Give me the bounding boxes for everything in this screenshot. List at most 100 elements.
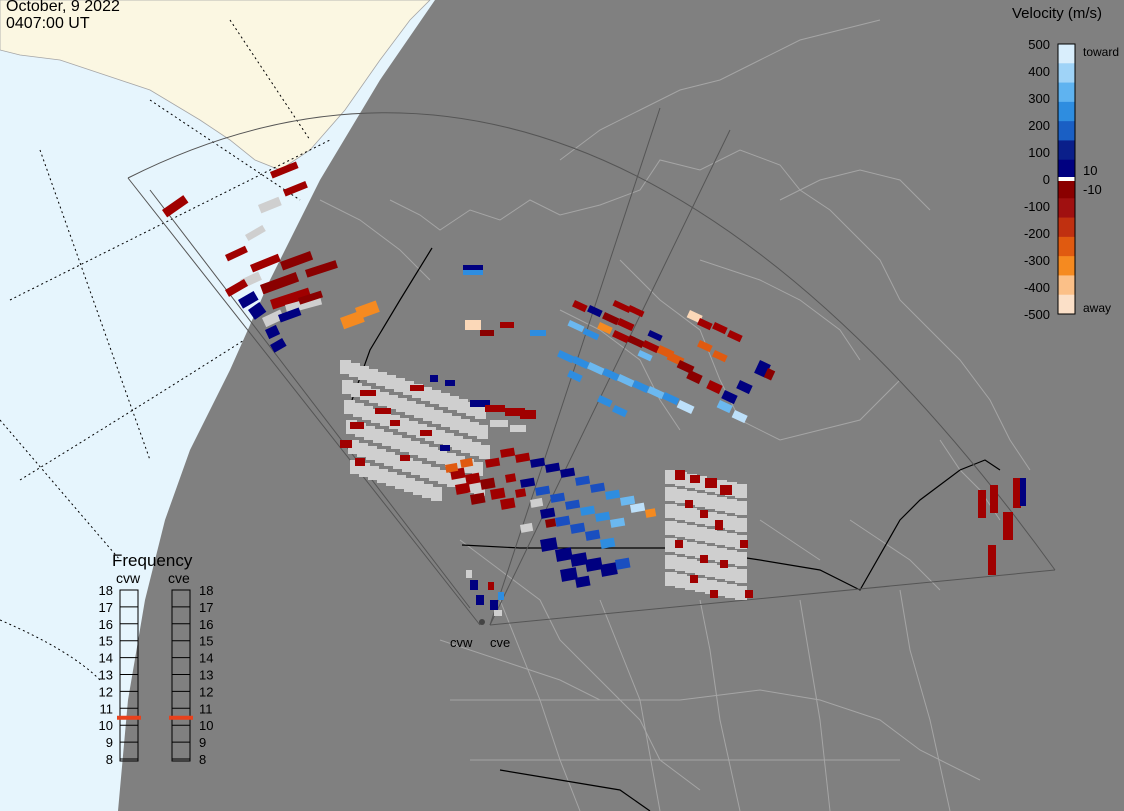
radar-cell bbox=[429, 467, 440, 481]
radar-cell bbox=[570, 552, 588, 567]
radar-cell bbox=[500, 322, 514, 328]
radar-cell bbox=[662, 391, 680, 406]
radar-cell bbox=[736, 380, 753, 395]
radar-cell bbox=[376, 372, 387, 386]
radar-cell bbox=[530, 497, 544, 508]
radar-cell bbox=[472, 462, 483, 476]
radar-cell bbox=[342, 380, 353, 394]
frequency-scale-label: 16 bbox=[199, 617, 213, 632]
radar-cell bbox=[685, 500, 693, 508]
colorbar-segment bbox=[1058, 294, 1075, 315]
radar-cell bbox=[665, 504, 677, 518]
colorbar-tick-label: -500 bbox=[1024, 307, 1050, 322]
radar-cell bbox=[280, 251, 314, 271]
radar-cell bbox=[735, 501, 747, 515]
radar-cell bbox=[627, 334, 645, 349]
radar-cell bbox=[470, 580, 478, 590]
radar-cell bbox=[410, 385, 424, 391]
radar-cell bbox=[1020, 478, 1026, 506]
radar-cell bbox=[464, 472, 481, 485]
radar-cell bbox=[475, 405, 486, 419]
radar-cell bbox=[436, 450, 447, 464]
radar-cell bbox=[715, 531, 727, 545]
radar-cell bbox=[161, 195, 189, 218]
radar-cell bbox=[386, 472, 397, 486]
radar-cell bbox=[394, 378, 405, 392]
radar-cell bbox=[283, 181, 308, 197]
radar-cell bbox=[298, 290, 323, 305]
us-mexico-border bbox=[499, 769, 651, 811]
radar-cell bbox=[567, 370, 583, 383]
radar-cell bbox=[695, 544, 707, 558]
radar-cell bbox=[454, 456, 465, 470]
radar-cell bbox=[676, 400, 695, 415]
radar-cell bbox=[393, 455, 404, 469]
radar-cell bbox=[1003, 512, 1013, 540]
frequency-scale-label: 11 bbox=[100, 701, 114, 716]
radar-cell bbox=[665, 521, 677, 535]
frequency-radar-cve: cve bbox=[168, 570, 190, 586]
colorbar-tick-label: 0 bbox=[1043, 172, 1050, 187]
radar-cell bbox=[690, 475, 700, 483]
radar-cell bbox=[612, 404, 628, 418]
radar-cell bbox=[520, 477, 536, 488]
radar-cell bbox=[740, 540, 748, 548]
colorbar-segment bbox=[1058, 256, 1075, 276]
radar-cell bbox=[466, 402, 477, 416]
radar-cell bbox=[990, 485, 998, 513]
radar-cell bbox=[572, 300, 588, 313]
radar-cell bbox=[685, 508, 697, 522]
radar-cell bbox=[445, 453, 456, 467]
frequency-scale-label: 15 bbox=[99, 634, 113, 649]
radar-cell bbox=[612, 300, 632, 314]
frequency-box bbox=[171, 589, 191, 762]
radar-cell bbox=[377, 469, 388, 483]
radar-cell bbox=[555, 515, 571, 527]
radar-cell bbox=[305, 260, 338, 278]
colorbar-tick-label: 500 bbox=[1028, 37, 1050, 52]
radar-cell bbox=[357, 443, 368, 457]
radar-cell bbox=[249, 253, 281, 273]
radar-cell bbox=[620, 495, 636, 506]
radar-cell bbox=[617, 317, 635, 332]
radar-cell bbox=[675, 557, 687, 571]
radar-cell bbox=[368, 466, 379, 480]
radar-cell bbox=[700, 555, 708, 563]
radar-cell bbox=[686, 309, 703, 324]
radar-cell bbox=[675, 506, 687, 520]
frequency-scale-label: 10 bbox=[99, 718, 113, 733]
radar-cell bbox=[665, 487, 677, 501]
colorbar-tick-label: 300 bbox=[1028, 91, 1050, 106]
radar-cell bbox=[420, 464, 431, 478]
radar-cell bbox=[735, 518, 747, 532]
radar-cell bbox=[632, 379, 650, 394]
radar-cell bbox=[470, 442, 481, 456]
radar-cell bbox=[440, 445, 450, 451]
us-canada-border bbox=[461, 459, 1001, 591]
radar-cell bbox=[720, 560, 728, 568]
colorbar-segment bbox=[1058, 44, 1075, 64]
radar-cell bbox=[414, 404, 425, 418]
radar-cell bbox=[647, 386, 665, 400]
radar-cell bbox=[735, 484, 747, 498]
radar-cell bbox=[364, 426, 375, 440]
radar-cell bbox=[448, 396, 459, 410]
radar-cell bbox=[480, 330, 494, 336]
radar-cell bbox=[545, 518, 557, 528]
radar-cell bbox=[479, 445, 490, 459]
radar-cell bbox=[452, 436, 463, 450]
radar-cell bbox=[366, 446, 377, 460]
radar-cell bbox=[665, 572, 677, 586]
radar-cell bbox=[489, 487, 506, 500]
radar-cell bbox=[391, 435, 402, 449]
frequency-scale-label: 14 bbox=[99, 651, 113, 666]
radar-cell bbox=[465, 320, 481, 330]
radar-cell bbox=[261, 309, 285, 328]
radar-cell bbox=[358, 366, 369, 380]
radar-cell bbox=[456, 476, 467, 490]
radar-cell bbox=[570, 522, 586, 534]
radar-cell bbox=[700, 510, 708, 518]
radar-cell bbox=[721, 390, 738, 405]
fov-outlines bbox=[127, 107, 1056, 626]
